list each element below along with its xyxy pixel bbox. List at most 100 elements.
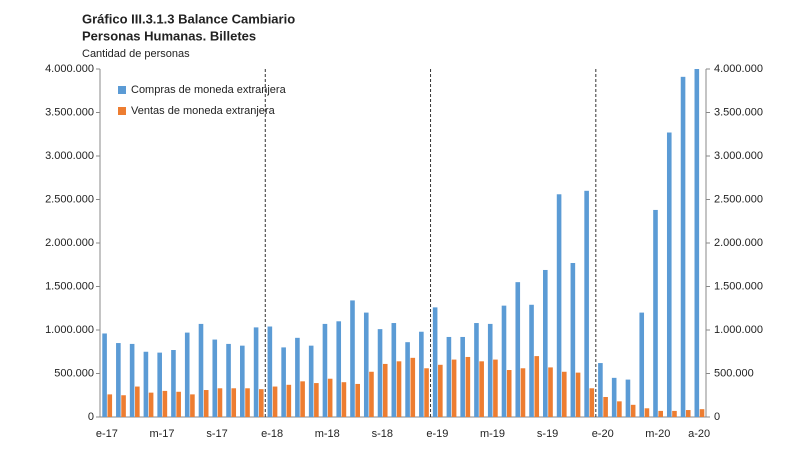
bar	[424, 368, 429, 417]
y-tick-label: 500.000	[54, 367, 94, 379]
bar	[341, 382, 347, 417]
bar	[314, 383, 319, 417]
bar	[680, 76, 686, 417]
bar	[184, 332, 190, 417]
x-tick-label: e-19	[426, 428, 448, 440]
y-tick-label: 2.000.000	[714, 237, 763, 249]
y-axis-label: Cantidad de personas	[82, 48, 190, 60]
bar	[240, 345, 245, 417]
bar	[465, 356, 471, 417]
bar	[658, 410, 663, 417]
y-tick-label: 3.500.000	[45, 106, 94, 118]
bar	[129, 343, 135, 417]
bar	[253, 327, 259, 417]
bar	[639, 312, 645, 417]
bar	[672, 410, 677, 417]
x-tick-label: s-18	[372, 428, 393, 440]
bar	[543, 269, 548, 417]
bar	[630, 404, 636, 417]
bar	[336, 321, 342, 417]
bar	[121, 395, 126, 417]
y-tick-label: 3.000.000	[714, 150, 763, 162]
y-tick-label: 4.000.000	[714, 63, 763, 75]
bar	[589, 388, 595, 417]
bar	[506, 370, 512, 417]
bar	[598, 363, 603, 417]
y-tick-label: 2.000.000	[45, 237, 94, 249]
y-tick-label: 0	[88, 411, 94, 423]
y-tick-label: 2.500.000	[714, 193, 763, 205]
bar	[548, 367, 553, 417]
bar	[148, 392, 154, 417]
bar	[226, 343, 231, 417]
legend-swatch	[118, 107, 126, 115]
bar	[322, 323, 328, 417]
bar	[438, 364, 443, 417]
x-tick-label: e-20	[592, 428, 614, 440]
y-tick-label: 4.000.000	[45, 63, 94, 75]
bar	[644, 408, 650, 417]
legend-swatch	[118, 86, 126, 94]
bar	[534, 356, 540, 417]
bar	[171, 350, 176, 417]
bar	[258, 389, 264, 417]
bar	[350, 300, 355, 417]
bar	[625, 379, 631, 417]
bar	[501, 305, 507, 417]
bar	[107, 394, 113, 417]
y-tick-label: 1.000.000	[714, 324, 763, 336]
bar	[446, 336, 452, 417]
bar	[410, 357, 416, 417]
x-tick-label: m-19	[480, 428, 505, 440]
bar	[391, 323, 397, 417]
bar	[190, 394, 195, 417]
bar	[286, 384, 292, 417]
y-tick-label: 3.500.000	[714, 106, 763, 118]
bar	[281, 347, 286, 417]
bar	[157, 352, 162, 417]
bar	[493, 359, 498, 417]
x-tick-label: s-17	[206, 428, 227, 440]
x-tick-label: m-20	[645, 428, 670, 440]
bar	[570, 263, 576, 417]
bar	[245, 388, 250, 417]
bar	[116, 343, 121, 417]
y-tick-label: 1.500.000	[714, 280, 763, 292]
bar	[487, 323, 493, 417]
bar	[135, 386, 140, 417]
bar	[419, 331, 424, 417]
bar	[561, 371, 567, 417]
bar	[603, 396, 608, 417]
bar	[382, 363, 388, 417]
bar	[694, 69, 700, 417]
bar	[432, 307, 438, 417]
bar	[515, 282, 521, 417]
bar	[396, 361, 402, 417]
bar	[355, 383, 360, 417]
bar	[300, 381, 305, 417]
bar	[295, 337, 300, 417]
bar	[556, 194, 562, 417]
x-tick-label: e-18	[261, 428, 283, 440]
bar	[102, 333, 107, 417]
bar	[529, 304, 534, 417]
x-tick-label: m-17	[149, 428, 174, 440]
legend-label: Ventas de moneda extranjera	[131, 105, 276, 117]
legend-label: Compras de moneda extranjera	[131, 84, 287, 96]
bar	[143, 351, 149, 417]
y-tick-label: 0	[714, 411, 720, 423]
bar	[377, 329, 383, 417]
bar	[405, 342, 410, 417]
bar	[460, 336, 465, 417]
bar	[272, 386, 278, 417]
bar	[584, 190, 589, 417]
bar	[198, 323, 204, 417]
y-tick-label: 1.500.000	[45, 280, 94, 292]
y-tick-label: 2.500.000	[45, 193, 94, 205]
bar	[308, 345, 314, 417]
bar	[479, 361, 484, 417]
bar	[699, 409, 705, 417]
y-tick-label: 1.000.000	[45, 324, 94, 336]
bar	[267, 326, 273, 417]
